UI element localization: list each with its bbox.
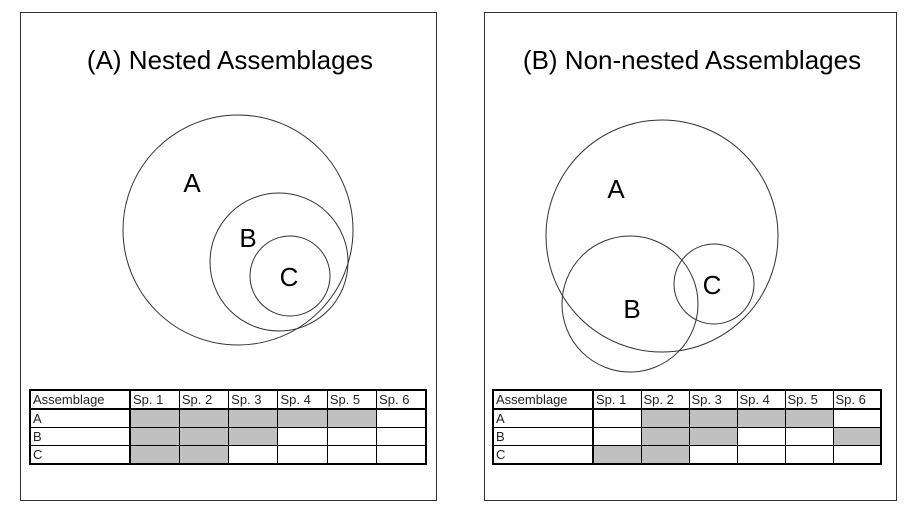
circle-b-non-nested	[561, 235, 699, 373]
header-species: Sp. 2	[178, 389, 230, 410]
presence-cell-absent	[376, 427, 427, 446]
presence-cell-absent	[277, 427, 328, 446]
table-row: A	[29, 408, 427, 428]
title-nested: (A) Nested Assemblages	[87, 45, 373, 75]
table-row: C	[492, 445, 882, 465]
presence-cell-present	[688, 427, 738, 446]
table-row: B	[29, 427, 427, 446]
presence-cell-absent	[592, 408, 642, 428]
header-species: Sp. 5	[326, 389, 378, 410]
presence-cell-present	[178, 445, 230, 465]
presence-cell-present	[640, 408, 690, 428]
table-header-row: Assemblage Sp. 1 Sp. 2 Sp. 3 Sp. 4 Sp. 5 Sp. 6	[29, 389, 427, 410]
presence-cell-absent	[736, 445, 786, 465]
presence-cell-absent	[326, 427, 378, 446]
presence-cell-absent	[277, 445, 328, 465]
label-c-nested: C	[280, 262, 299, 292]
presence-cell-absent	[376, 445, 427, 465]
label-a-nested: A	[183, 168, 201, 198]
presence-cell-absent	[784, 445, 834, 465]
row-label: C	[492, 445, 594, 465]
presence-cell-present	[129, 445, 180, 465]
presence-cell-absent	[832, 445, 882, 465]
presence-cell-present	[832, 427, 882, 446]
table-header-row: Assemblage Sp. 1 Sp. 2 Sp. 3 Sp. 4 Sp. 5 Sp. 6	[492, 389, 882, 410]
header-species: Sp. 6	[832, 389, 882, 410]
presence-cell-present	[277, 408, 328, 428]
row-label: B	[492, 427, 594, 446]
header-species: Sp. 1	[592, 389, 642, 410]
row-label: A	[29, 408, 131, 428]
circle-a-nested	[122, 114, 354, 346]
presence-cell-present	[784, 408, 834, 428]
presence-cell-absent	[592, 427, 642, 446]
label-a-non-nested: A	[607, 174, 625, 204]
presence-cell-absent	[376, 408, 427, 428]
species-table-nested: Assemblage Sp. 1 Sp. 2 Sp. 3 Sp. 4 Sp. 5 Sp. 6…	[29, 389, 427, 465]
label-b-nested: B	[239, 223, 256, 253]
table-row: C	[29, 445, 427, 465]
presence-cell-absent	[784, 427, 834, 446]
presence-cell-present	[178, 427, 230, 446]
header-species: Sp. 3	[688, 389, 738, 410]
header-species: Sp. 3	[228, 389, 279, 410]
row-label: A	[492, 408, 594, 428]
header-species: Sp. 4	[736, 389, 786, 410]
circle-c-non-nested	[673, 243, 755, 325]
presence-cell-present	[129, 427, 180, 446]
presence-cell-present	[640, 427, 690, 446]
circle-b-nested	[209, 192, 349, 332]
presence-cell-present	[592, 445, 642, 465]
species-table-non-nested: Assemblage Sp. 1 Sp. 2 Sp. 3 Sp. 4 Sp. 5 Sp. 6…	[492, 389, 882, 465]
row-label: C	[29, 445, 131, 465]
presence-cell-absent	[688, 445, 738, 465]
presence-cell-absent	[832, 408, 882, 428]
presence-cell-absent	[326, 445, 378, 465]
title-non-nested: (B) Non-nested Assemblages	[523, 45, 861, 75]
presence-cell-present	[688, 408, 738, 428]
header-species: Sp. 4	[277, 389, 328, 410]
presence-cell-absent	[736, 427, 786, 446]
presence-cell-absent	[228, 445, 279, 465]
presence-cell-present	[736, 408, 786, 428]
label-b-non-nested: B	[623, 294, 640, 324]
presence-cell-present	[228, 408, 279, 428]
header-species: Sp. 2	[640, 389, 690, 410]
row-label: B	[29, 427, 131, 446]
header-assemblage: Assemblage	[29, 389, 131, 410]
presence-cell-present	[178, 408, 230, 428]
table-row: A	[492, 408, 882, 428]
header-assemblage: Assemblage	[492, 389, 594, 410]
presence-cell-present	[326, 408, 378, 428]
circle-c-nested	[249, 235, 331, 317]
header-species: Sp. 6	[376, 389, 427, 410]
header-species: Sp. 5	[784, 389, 834, 410]
presence-cell-present	[228, 427, 279, 446]
presence-cell-present	[129, 408, 180, 428]
table-row: B	[492, 427, 882, 446]
presence-cell-present	[640, 445, 690, 465]
circle-a-non-nested	[545, 119, 779, 353]
header-species: Sp. 1	[129, 389, 180, 410]
label-c-non-nested: C	[703, 270, 722, 300]
